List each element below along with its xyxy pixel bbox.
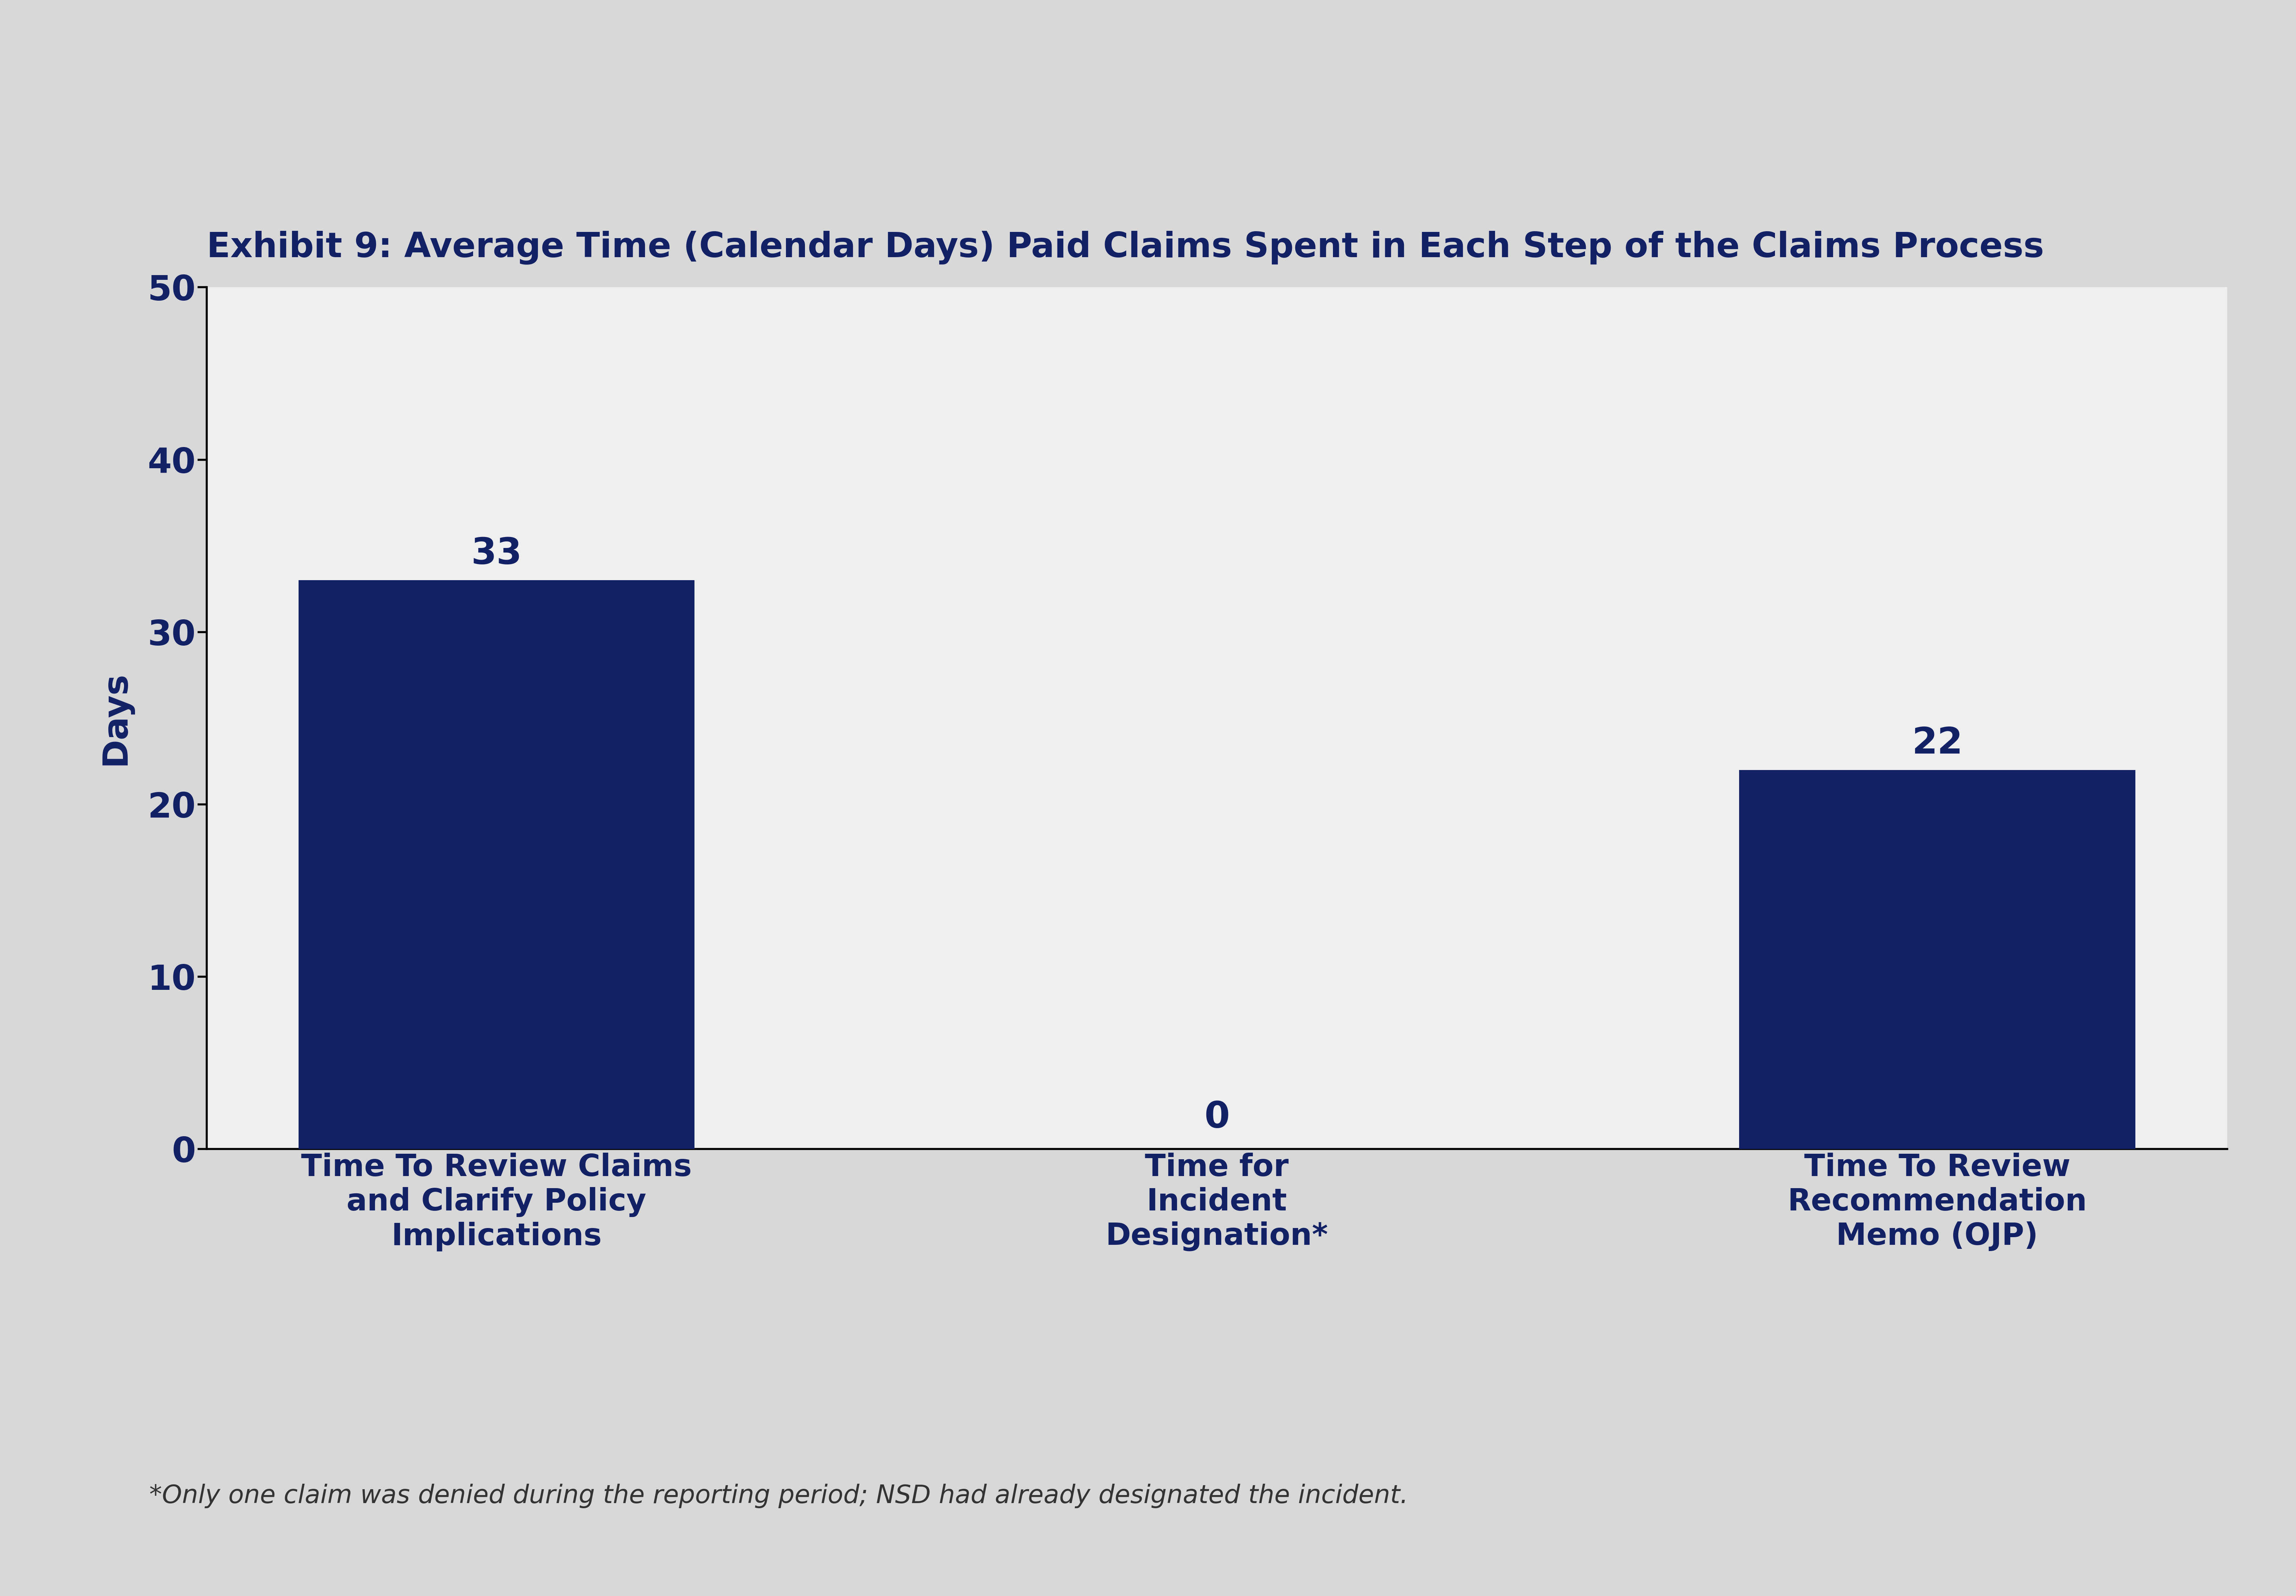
Text: 22: 22: [1913, 726, 1963, 761]
Text: Exhibit 9: Average Time (Calendar Days) Paid Claims Spent in Each Step of the Cl: Exhibit 9: Average Time (Calendar Days) …: [207, 230, 2043, 265]
Text: 33: 33: [471, 536, 521, 571]
Y-axis label: Days: Days: [99, 672, 133, 764]
Bar: [1738, 769, 2135, 1149]
Text: *Only one claim was denied during the reporting period; NSD had already designat: *Only one claim was denied during the re…: [149, 1484, 1407, 1508]
Bar: [298, 581, 696, 1149]
Text: 0: 0: [1203, 1100, 1231, 1135]
